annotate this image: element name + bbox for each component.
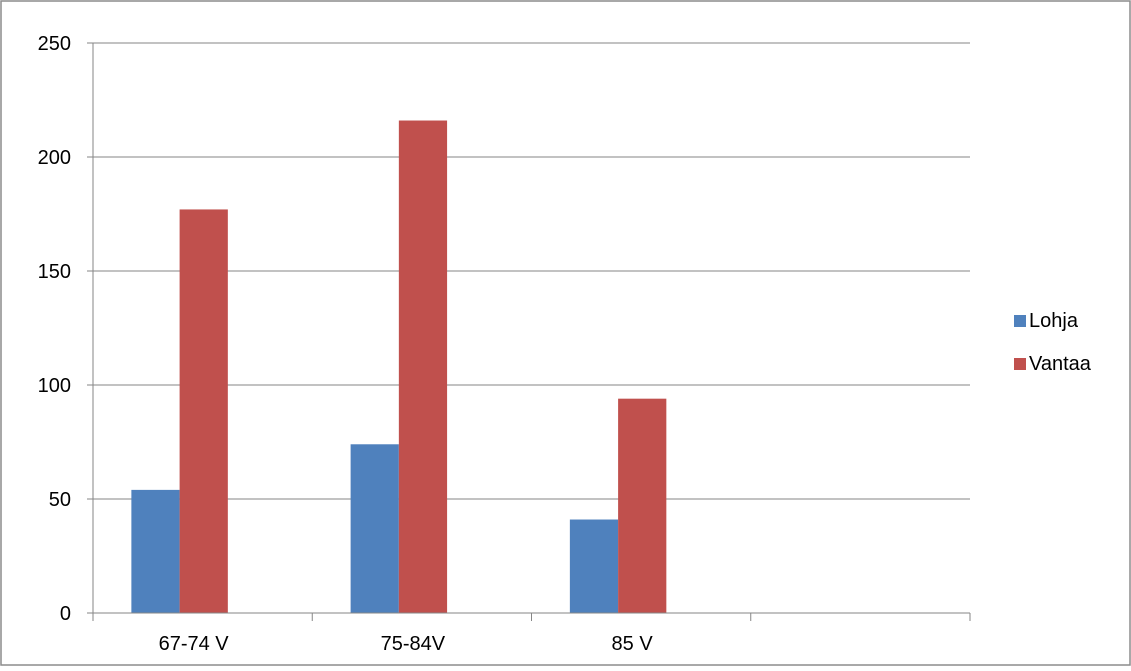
x-tick-label: 85 V [612, 633, 654, 655]
bar-lohja-2 [569, 519, 619, 613]
bar-vantaa-1 [398, 120, 448, 614]
y-tick-label: 250 [38, 33, 71, 55]
x-tick-labels: 67-74 V 75-84V 85 V [159, 633, 654, 655]
y-tick-labels: 0 50 100 150 200 250 [38, 33, 71, 625]
bars [131, 120, 667, 614]
bar-lohja-0 [131, 489, 180, 613]
y-tick-label: 100 [38, 375, 71, 397]
axes [87, 42, 971, 621]
bar-vantaa-2 [618, 398, 667, 613]
y-tick-label: 200 [38, 147, 71, 169]
y-tick-label: 0 [60, 603, 71, 625]
y-tick-label: 150 [38, 261, 71, 283]
bar-lohja-1 [350, 444, 399, 613]
legend-label-vantaa: Vantaa [1029, 353, 1092, 375]
legend-swatch-vantaa [1014, 358, 1026, 370]
y-tick-label: 50 [49, 489, 71, 511]
x-tick-label: 75-84V [381, 633, 446, 655]
legend-label-lohja: Lohja [1029, 310, 1079, 332]
x-tick-label: 67-74 V [159, 633, 230, 655]
bar-vantaa-0 [179, 209, 228, 613]
legend-swatch-lohja [1014, 315, 1026, 327]
gridlines [93, 42, 970, 500]
legend: Lohja Vantaa [1014, 310, 1092, 375]
